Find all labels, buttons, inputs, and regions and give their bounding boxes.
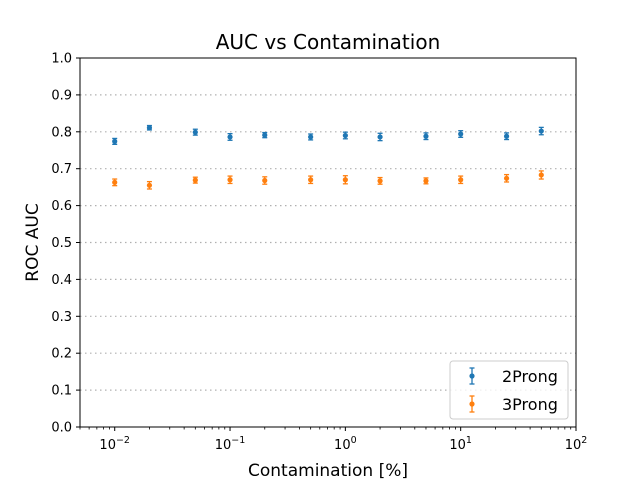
x-tick-label: 100 (334, 435, 357, 453)
data-point (112, 138, 118, 144)
data-point (538, 172, 544, 178)
data-point (192, 129, 198, 135)
x-axis-label: Contamination [%] (248, 461, 408, 480)
data-point (192, 177, 198, 183)
legend-box (449, 360, 569, 420)
data-point (503, 133, 510, 139)
data-point (342, 132, 348, 139)
legend-label: 3Prong (502, 395, 558, 414)
data-point (308, 134, 314, 140)
data-point (538, 128, 544, 134)
data-point (227, 134, 233, 140)
chart-title: AUC vs Contamination (216, 30, 441, 54)
x-tick-label: 10−1 (215, 435, 246, 453)
data-point (423, 178, 429, 184)
data-point (146, 182, 153, 188)
y-axis-label: ROC AUC (23, 203, 43, 281)
legend-marker (469, 373, 475, 379)
data-point (262, 177, 268, 184)
y-tick-label: 0.6 (51, 199, 72, 214)
y-tick-label: 0.5 (51, 236, 72, 251)
data-point (423, 133, 429, 139)
ticks: 0.0 0.1 0.2 0.3 0.4 0.5 0.6 0.7 0.8 0.9 1.0 10−2 10−… (51, 52, 587, 454)
y-tick-label: 0.0 (51, 421, 72, 436)
x-tick-label: 10−2 (99, 435, 130, 453)
y-tick-label: 1.0 (51, 52, 72, 67)
y-tick-label: 0.2 (51, 347, 72, 362)
legend: 2Prong 3Prong (449, 360, 569, 420)
data-point (262, 132, 268, 138)
x-tick-label: 101 (449, 435, 472, 453)
y-tick-label: 0.8 (51, 125, 72, 140)
legend-marker (469, 401, 475, 407)
data-point (342, 177, 348, 183)
data-point (377, 178, 383, 184)
data-point (112, 179, 118, 185)
y-tick-label: 0.4 (51, 273, 72, 288)
data-point (227, 177, 233, 183)
data-point (458, 177, 464, 183)
data-point (308, 177, 314, 183)
data-layer (112, 124, 544, 190)
data-point (503, 175, 510, 181)
y-tick-label: 0.9 (51, 88, 72, 103)
data-point (146, 125, 153, 131)
y-tick-label: 0.3 (51, 310, 72, 325)
x-tick-label: 102 (565, 435, 588, 453)
legend-label: 2Prong (502, 367, 558, 386)
data-point (377, 134, 383, 140)
data-point (458, 131, 464, 137)
y-tick-label: 0.1 (51, 384, 72, 399)
y-tick-label: 0.7 (51, 162, 72, 177)
